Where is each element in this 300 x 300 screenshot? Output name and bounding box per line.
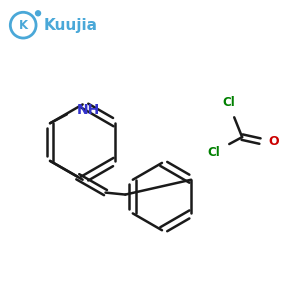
Text: Cl: Cl <box>207 146 220 160</box>
Text: K: K <box>19 19 28 32</box>
Text: NH: NH <box>77 103 100 117</box>
Text: Kuujia: Kuujia <box>44 18 98 33</box>
Text: O: O <box>268 135 279 148</box>
Circle shape <box>36 11 40 16</box>
Text: Cl: Cl <box>222 96 235 109</box>
